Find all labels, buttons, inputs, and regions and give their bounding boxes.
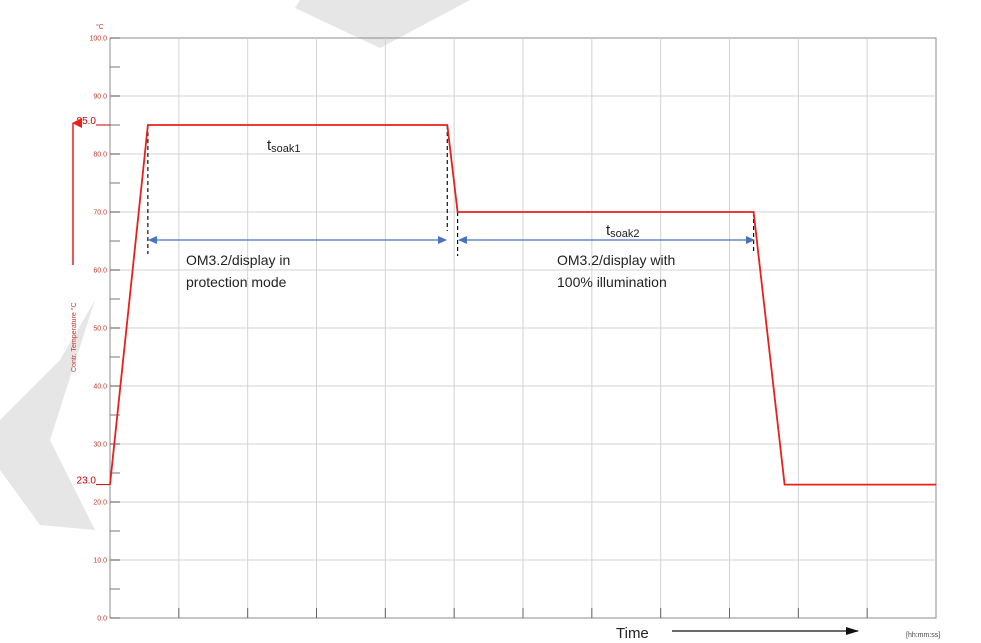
background-shape-left <box>0 300 95 530</box>
temperature-series-line <box>109 124 936 486</box>
tsoak2-label: tsoak2 <box>606 222 640 240</box>
phase-dividers <box>147 125 755 256</box>
y-tick-label: 80.0 <box>93 152 107 159</box>
phase2-text-line2: 100% illumination <box>557 274 667 290</box>
grid <box>110 38 936 618</box>
tsoak1-label: tsoak1 <box>267 137 301 155</box>
y-tick-label: 100.0 <box>89 36 107 43</box>
background-shape-top <box>295 0 470 48</box>
y-tick-label: 40.0 <box>93 384 107 391</box>
y-highlight-tick-label: 85.0 <box>77 116 97 127</box>
x-axis-unit: [hh:mm:ss] <box>906 632 940 639</box>
y-tick-label: 90.0 <box>93 94 107 101</box>
y-tick-label: 0.0 <box>97 616 107 623</box>
phase1-text-line1: OM3.2/display in <box>186 252 290 268</box>
y-tick-label: 20.0 <box>93 500 107 507</box>
phase2-text-line1: OM3.2/display with <box>557 252 675 268</box>
phase1-text-line2: protection mode <box>186 274 287 290</box>
y-tick-label: 10.0 <box>93 558 107 565</box>
y-tick-label: 50.0 <box>93 326 107 333</box>
y-axis-ticks: 0.0 10.0 20.0 30.0 40.0 50.0 60.0 70.0 80.0 90.0 1… <box>77 36 120 623</box>
y-tick-label: 60.0 <box>93 268 107 275</box>
y-tick-label: 30.0 <box>93 442 107 449</box>
y-tick-label: 70.0 <box>93 210 107 217</box>
y-highlight-tick-label: 23.0 <box>77 476 97 487</box>
x-axis-title: Time <box>616 625 649 642</box>
y-axis-title: Contr. Temperature °C <box>70 302 78 372</box>
y-axis-unit: °C <box>96 23 104 31</box>
